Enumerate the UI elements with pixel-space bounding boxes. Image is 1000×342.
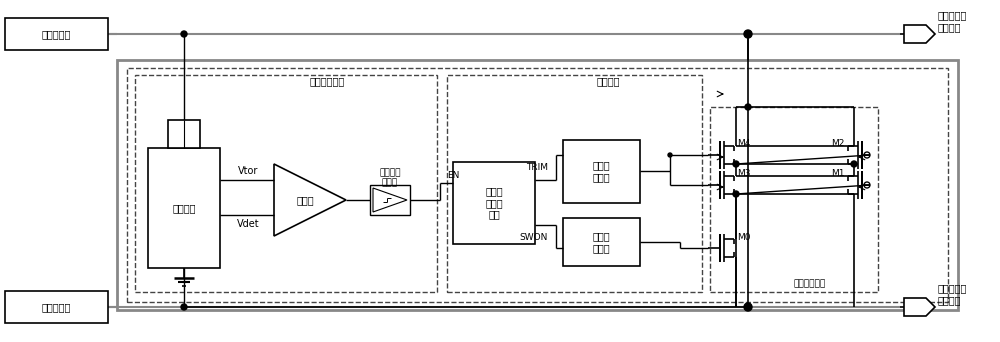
Bar <box>563 140 640 203</box>
Text: 第二电荷泵
输出电压: 第二电荷泵 输出电压 <box>938 10 967 32</box>
Polygon shape <box>373 188 407 212</box>
Text: 第二电荷泵: 第二电荷泵 <box>41 29 71 39</box>
Text: 第一电荷泵: 第一电荷泵 <box>41 302 71 312</box>
Polygon shape <box>904 298 935 316</box>
Text: 第一电荷泵
输出电压: 第一电荷泵 输出电压 <box>938 283 967 305</box>
Text: 第二电
平转换: 第二电 平转换 <box>592 160 610 182</box>
Bar <box>117 60 958 310</box>
Text: 控制电路: 控制电路 <box>596 76 620 86</box>
Bar <box>168 120 200 148</box>
Bar <box>370 185 410 215</box>
Text: 比较器: 比较器 <box>296 195 314 205</box>
Bar <box>135 75 437 292</box>
Circle shape <box>851 161 857 167</box>
Polygon shape <box>904 25 935 43</box>
Text: 第一电
平转换: 第一电 平转换 <box>592 231 610 253</box>
Bar <box>447 75 702 292</box>
Bar <box>5 291 108 323</box>
Bar <box>148 148 220 268</box>
Text: M0: M0 <box>737 233 750 241</box>
Text: 分压电路: 分压电路 <box>172 203 196 213</box>
Bar <box>710 107 878 292</box>
Text: 辅助供
电控制
逻辑: 辅助供 电控制 逻辑 <box>485 186 503 220</box>
Circle shape <box>181 31 187 37</box>
Bar <box>5 18 108 50</box>
Text: Vtor: Vtor <box>238 166 258 176</box>
Circle shape <box>733 191 739 197</box>
Circle shape <box>745 104 751 110</box>
Circle shape <box>733 161 739 167</box>
Circle shape <box>668 153 672 157</box>
Polygon shape <box>274 164 346 236</box>
Text: EN: EN <box>447 171 459 180</box>
Text: 辅助供电通路: 辅助供电通路 <box>794 279 826 289</box>
Text: TRIM: TRIM <box>526 163 548 172</box>
Text: SWON: SWON <box>520 233 548 241</box>
Text: M2: M2 <box>832 140 845 148</box>
Text: 输出检测电路: 输出检测电路 <box>310 76 345 86</box>
Text: M4: M4 <box>737 140 750 148</box>
Text: M3: M3 <box>737 170 750 179</box>
Text: 施密特触
发电路: 施密特触 发电路 <box>379 168 401 188</box>
Text: M1: M1 <box>832 170 845 179</box>
Bar <box>127 68 948 302</box>
Circle shape <box>181 304 187 310</box>
Bar <box>453 162 535 244</box>
Text: Vdet: Vdet <box>237 219 259 229</box>
Circle shape <box>744 303 752 311</box>
Bar <box>563 218 640 266</box>
Circle shape <box>744 30 752 38</box>
